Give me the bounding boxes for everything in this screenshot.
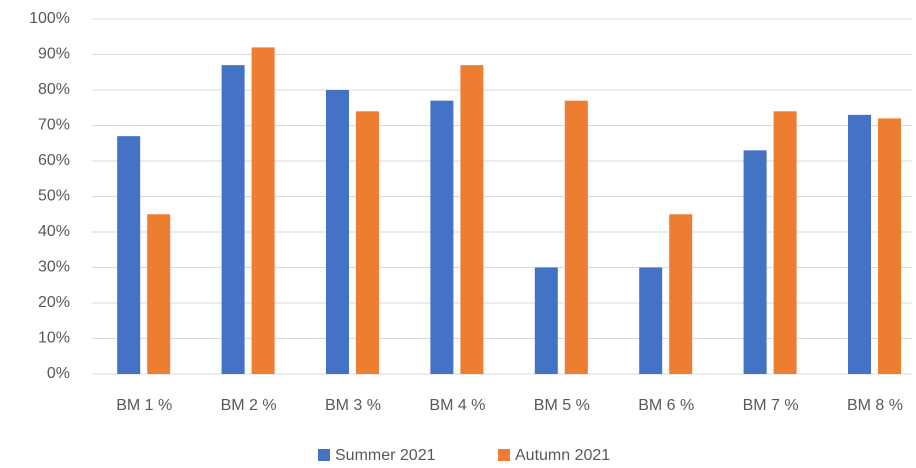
y-tick-label: 10% [38,330,70,347]
x-tick-label: BM 7 % [743,397,799,414]
bar [564,100,588,375]
x-tick-label: BM 2 % [221,397,277,414]
bar [639,267,663,374]
bar [147,214,171,374]
x-tick-label: BM 8 % [847,397,903,414]
bar [430,100,454,375]
x-tick-label: BM 5 % [534,397,590,414]
x-tick-label: BM 4 % [429,397,485,414]
legend-label: Autumn 2021 [515,447,610,464]
bar [669,214,693,374]
bar [743,150,767,374]
y-tick-label: 90% [38,46,70,63]
bar [534,267,558,374]
bar [878,118,901,375]
bar [460,65,484,375]
y-tick-label: 50% [38,188,70,205]
bar [117,136,141,374]
y-tick-label: 20% [38,294,70,311]
y-tick-label: 30% [38,259,70,276]
bar [221,65,245,375]
y-tick-label: 0% [47,365,70,382]
bar [251,47,275,375]
bar [848,114,871,374]
y-tick-label: 70% [38,117,70,134]
bar [326,90,349,374]
y-tick-label: 100% [29,10,70,27]
x-tick-label: BM 1 % [116,397,172,414]
y-tick-label: 80% [38,81,70,98]
y-tick-label: 60% [38,152,70,169]
x-tick-label: BM 6 % [638,397,694,414]
x-tick-label: BM 3 % [325,397,381,414]
bar [773,111,797,375]
y-tick-label: 40% [38,223,70,240]
bar [356,111,379,375]
legend-swatch [318,449,330,461]
legend-swatch [498,449,510,461]
legend-label: Summer 2021 [335,447,436,464]
